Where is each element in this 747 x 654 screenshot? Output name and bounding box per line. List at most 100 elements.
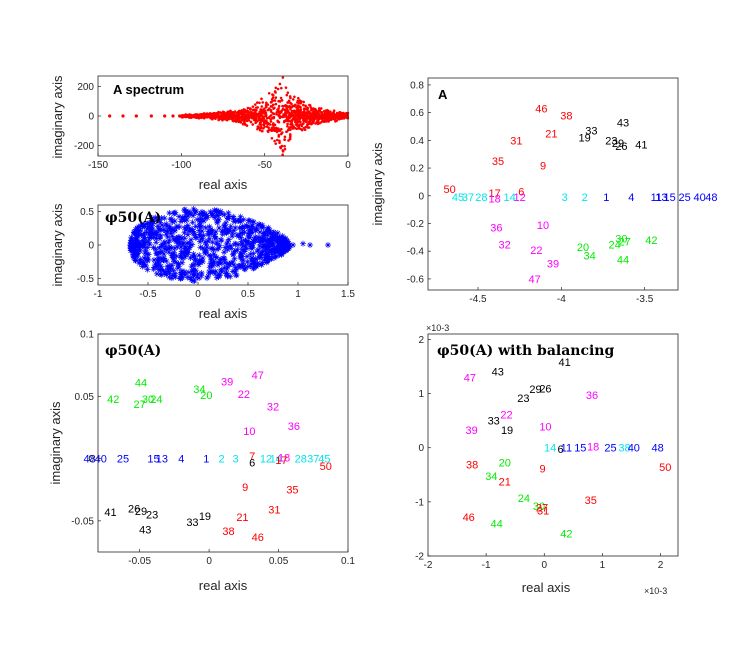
phi-spectrum-point [257, 254, 264, 261]
phi-spectrum-point [141, 255, 148, 262]
phi-spectrum-point [156, 250, 163, 257]
y-tick-label: -0.5 [77, 274, 95, 285]
phi-spectrum-point [170, 267, 177, 274]
x-tick-label: 1.5 [341, 289, 355, 300]
phi-spectrum-point [210, 258, 217, 265]
spectrum-point [290, 109, 294, 113]
spectrum-point [245, 124, 249, 127]
phi-spectrum-point [163, 258, 170, 265]
phi-spectrum-point [205, 228, 212, 235]
spectrum-point [254, 115, 258, 118]
spectrum-point [279, 145, 282, 149]
eigenvalue-label: 43 [139, 525, 151, 537]
spectrum-point [248, 107, 252, 110]
phi-spectrum-point [144, 250, 151, 257]
eigenvalue-label: 3 [562, 192, 568, 204]
phi-spectrum-point [173, 238, 180, 245]
phi-spectrum-point [157, 266, 164, 273]
phi-spectrum-point [189, 219, 196, 226]
spectrum-point [247, 113, 250, 117]
spectrum-point [191, 114, 195, 118]
phi-spectrum-point [191, 207, 198, 214]
phi-spectrum-point [161, 270, 168, 277]
phi-spectrum-point [144, 266, 151, 273]
eigenvalue-label: 47 [529, 274, 541, 286]
spectrum-point [269, 105, 273, 108]
spectrum-point [246, 106, 250, 110]
eigenvalue-label: 13 [156, 454, 168, 466]
phi-spectrum-point [130, 254, 137, 261]
spectrum-point [303, 118, 307, 121]
phi-spectrum-point [241, 248, 248, 255]
eigenvalue-label: 37 [307, 454, 319, 466]
spectrum-point [274, 102, 278, 106]
spectrum-point [209, 115, 212, 118]
phi-spectrum-point [269, 241, 276, 248]
phi-spectrum-point [232, 218, 239, 225]
phi-spectrum-point [213, 208, 220, 215]
phi-spectrum-point [174, 265, 181, 272]
phi-spectrum-point [163, 223, 170, 230]
spectrum-point [251, 123, 255, 126]
y-tick-label: 0.1 [80, 330, 94, 341]
phi-spectrum-point [132, 242, 139, 249]
phi-spectrum-point [260, 224, 267, 231]
spectrum-point [290, 112, 293, 116]
phi-spectrum-point [159, 248, 166, 255]
phi-spectrum-point [238, 229, 245, 236]
p1-ticks: -150 -100 -50 0 -200 0 200 [74, 82, 351, 171]
phi-spectrum-point [246, 223, 253, 230]
eigenvalue-label: 2 [219, 454, 225, 466]
spectrum-point [181, 114, 184, 118]
phi-spectrum-point [194, 274, 201, 281]
phi-spectrum-point [154, 263, 161, 270]
eigenvalue-label: 20 [499, 457, 511, 469]
spectrum-point [298, 114, 302, 117]
spectrum-point [274, 96, 278, 99]
phi-spectrum-point [140, 244, 147, 251]
spectrum-point [304, 104, 307, 108]
phi-spectrum-point [160, 268, 167, 275]
p3-ylabel: imaginary axis [370, 142, 385, 226]
phi-spectrum-point [280, 246, 287, 253]
phi-spectrum-point [172, 235, 179, 242]
phi-spectrum-point [227, 242, 234, 249]
phi-spectrum-point [246, 234, 253, 241]
spectrum-point [273, 123, 277, 127]
x-tick-label: 0 [345, 160, 351, 171]
phi-spectrum-point [128, 234, 135, 241]
spectrum-point [335, 119, 338, 122]
eigenvalue-label: 18 [587, 442, 599, 454]
eigenvalue-label: 37 [462, 192, 474, 204]
phi-spectrum-point [212, 268, 219, 275]
y-tick-label: 0 [418, 443, 424, 454]
phi-spectrum-point [143, 263, 150, 270]
phi-spectrum-point [179, 274, 186, 281]
phi-spectrum-point [237, 254, 244, 261]
phi-spectrum-point [184, 231, 191, 238]
spectrum-point [306, 126, 310, 129]
spectrum-point [206, 112, 210, 116]
eigenvalue-label: 14 [270, 454, 282, 466]
phi-spectrum-point [166, 274, 173, 281]
phi-spectrum-point [241, 265, 248, 272]
phi-spectrum-point [242, 243, 249, 250]
phi-spectrum-point [199, 245, 206, 252]
y-tick-label: -2 [415, 552, 424, 563]
phi-spectrum-point [183, 224, 190, 231]
p4-title: φ50(A) [105, 343, 161, 359]
phi-spectrum-point [176, 213, 183, 220]
phi-spectrum-point [176, 240, 183, 247]
phi-spectrum-point [150, 244, 157, 251]
spectrum-point [275, 112, 278, 116]
y-tick-label: 0.6 [410, 108, 424, 119]
p2-ticks: -1 -0.5 0 0.5 1 1.5 -0.5 0 0.5 [77, 207, 356, 300]
eigenvalue-label: 34 [584, 250, 596, 262]
phi-spectrum-point [233, 266, 240, 273]
phi-spectrum-point [187, 254, 194, 261]
p4-xlabel: real axis [199, 578, 248, 593]
eigenvalue-label: 46 [463, 512, 475, 524]
spectrum-point [245, 119, 249, 123]
x-tick-label: -50 [257, 160, 272, 171]
